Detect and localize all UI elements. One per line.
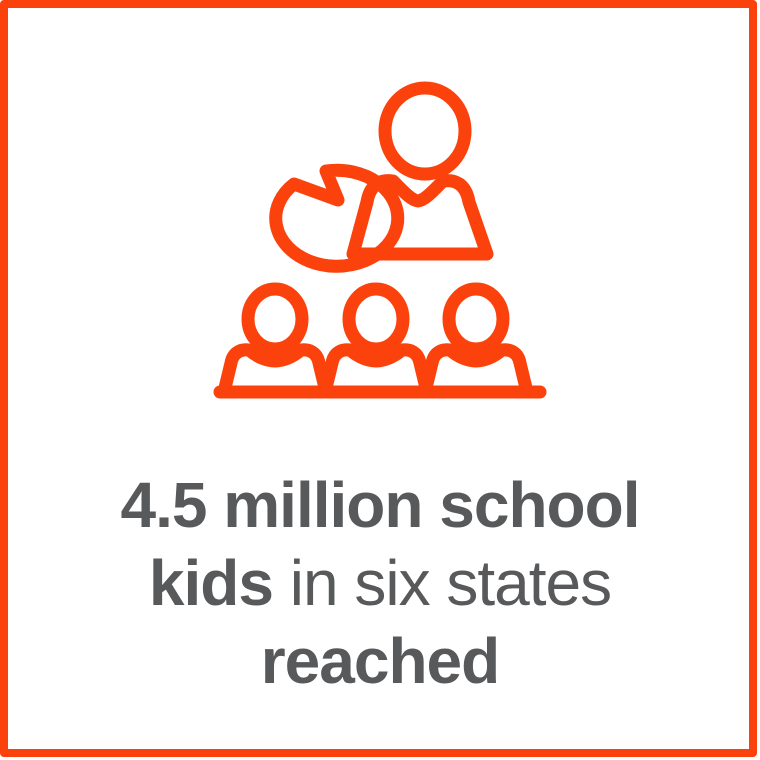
headline-line1: 4.5 million school: [120, 469, 641, 541]
headline-text: 4.5 million school kids in six states re…: [30, 466, 730, 700]
student-figure-icon: [217, 282, 333, 399]
headline-line2-bold: kids: [148, 547, 274, 619]
teacher-speaking-to-students-icon: [190, 70, 570, 410]
student-figure-icon: [418, 282, 534, 399]
teacher-figure-icon: [346, 81, 494, 261]
student-figure-icon: [318, 282, 434, 399]
headline-line3: reached: [260, 625, 500, 697]
headline-line2-regular: in six states: [272, 547, 612, 619]
